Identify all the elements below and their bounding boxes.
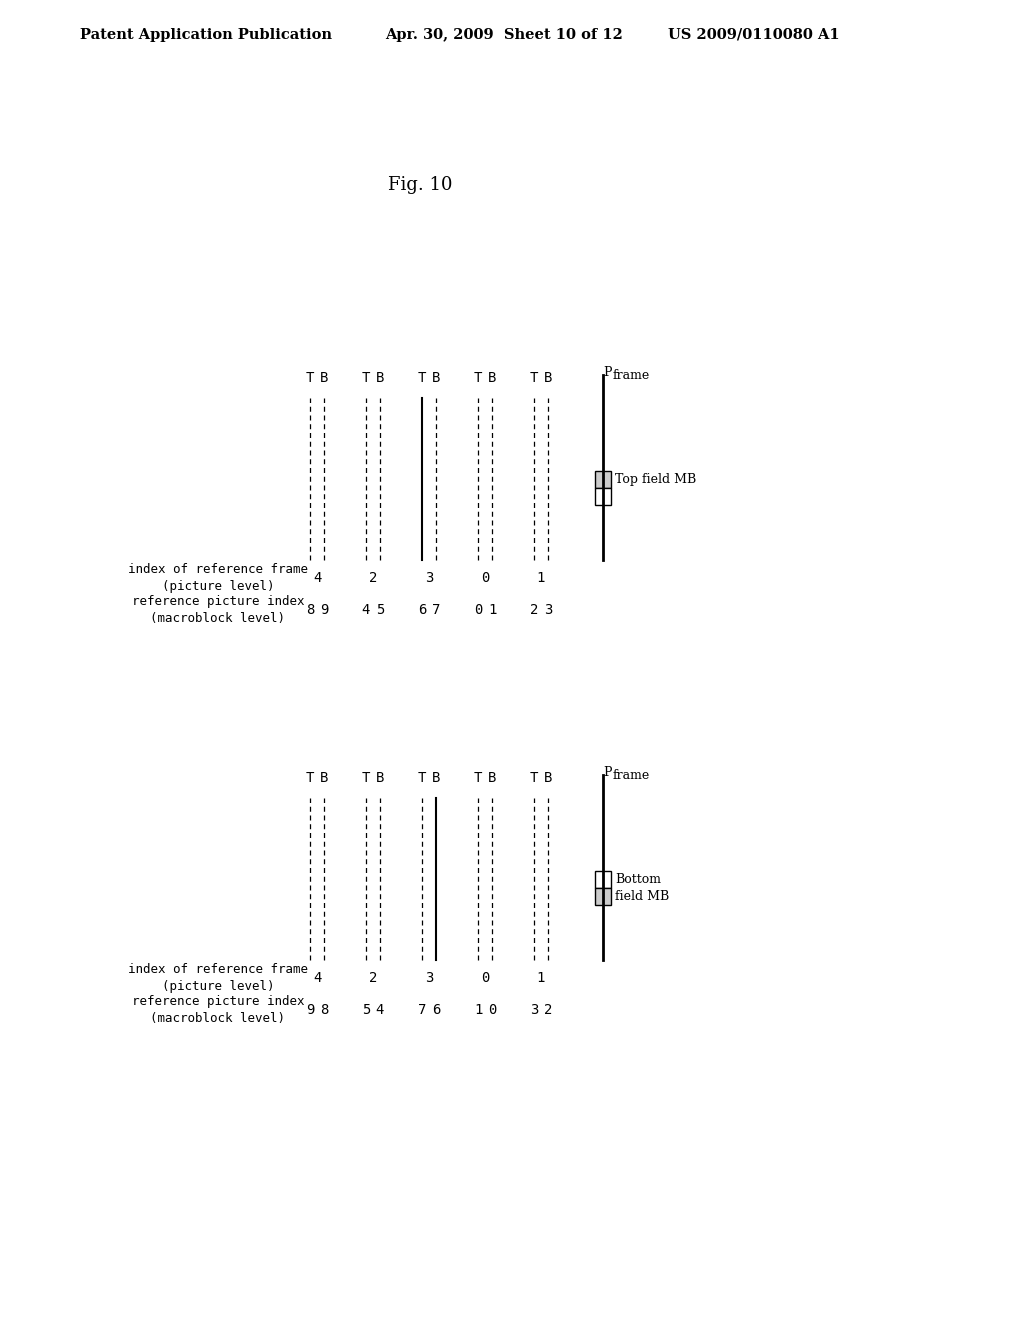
Text: 2: 2 bbox=[529, 603, 539, 616]
Text: index of reference frame
(picture level): index of reference frame (picture level) bbox=[128, 564, 308, 593]
Text: Fig. 10: Fig. 10 bbox=[388, 176, 453, 194]
Text: Patent Application Publication: Patent Application Publication bbox=[80, 28, 332, 42]
Text: T: T bbox=[474, 771, 482, 785]
Text: 0: 0 bbox=[481, 572, 489, 585]
Text: T: T bbox=[418, 771, 426, 785]
Text: B: B bbox=[319, 771, 328, 785]
Text: T: T bbox=[306, 771, 314, 785]
Text: T: T bbox=[418, 371, 426, 385]
Text: frame: frame bbox=[613, 770, 650, 781]
Text: 4: 4 bbox=[312, 972, 322, 985]
Text: 2: 2 bbox=[369, 972, 377, 985]
Text: T: T bbox=[361, 771, 371, 785]
Text: 1: 1 bbox=[537, 572, 545, 585]
Text: 7: 7 bbox=[418, 1003, 426, 1016]
Text: US 2009/0110080 A1: US 2009/0110080 A1 bbox=[668, 28, 840, 42]
Text: 6: 6 bbox=[432, 1003, 440, 1016]
Text: B: B bbox=[319, 371, 328, 385]
Text: T: T bbox=[361, 371, 371, 385]
Text: 0: 0 bbox=[487, 1003, 497, 1016]
Bar bbox=[595, 488, 611, 506]
Text: 2: 2 bbox=[369, 572, 377, 585]
Text: T: T bbox=[529, 371, 539, 385]
Text: 9: 9 bbox=[306, 1003, 314, 1016]
Text: reference picture index
(macroblock level): reference picture index (macroblock leve… bbox=[132, 595, 304, 624]
Text: 1: 1 bbox=[474, 1003, 482, 1016]
Text: B: B bbox=[487, 771, 497, 785]
Text: T: T bbox=[474, 371, 482, 385]
Text: 8: 8 bbox=[306, 603, 314, 616]
Text: B: B bbox=[432, 371, 440, 385]
Text: 3: 3 bbox=[425, 572, 433, 585]
Text: B: B bbox=[376, 771, 384, 785]
Text: 0: 0 bbox=[474, 603, 482, 616]
Text: 0: 0 bbox=[481, 972, 489, 985]
Text: P: P bbox=[603, 766, 611, 779]
Text: 2: 2 bbox=[544, 1003, 552, 1016]
Bar bbox=[595, 888, 611, 906]
Bar bbox=[595, 871, 611, 888]
Text: Apr. 30, 2009  Sheet 10 of 12: Apr. 30, 2009 Sheet 10 of 12 bbox=[385, 28, 623, 42]
Text: 3: 3 bbox=[529, 1003, 539, 1016]
Text: 1: 1 bbox=[537, 972, 545, 985]
Text: B: B bbox=[432, 771, 440, 785]
Text: 8: 8 bbox=[319, 1003, 328, 1016]
Text: 4: 4 bbox=[312, 572, 322, 585]
Text: T: T bbox=[529, 771, 539, 785]
Text: 1: 1 bbox=[487, 603, 497, 616]
Text: B: B bbox=[544, 771, 552, 785]
Text: B: B bbox=[487, 371, 497, 385]
Text: 3: 3 bbox=[425, 972, 433, 985]
Text: 5: 5 bbox=[361, 1003, 371, 1016]
Text: Top field MB: Top field MB bbox=[615, 473, 696, 486]
Bar bbox=[595, 471, 611, 488]
Text: 3: 3 bbox=[544, 603, 552, 616]
Text: Bottom: Bottom bbox=[615, 873, 662, 886]
Text: field MB: field MB bbox=[615, 890, 670, 903]
Text: T: T bbox=[306, 371, 314, 385]
Text: index of reference frame
(picture level): index of reference frame (picture level) bbox=[128, 964, 308, 993]
Text: B: B bbox=[376, 371, 384, 385]
Text: B: B bbox=[544, 371, 552, 385]
Text: 9: 9 bbox=[319, 603, 328, 616]
Text: P: P bbox=[603, 366, 611, 379]
Text: 4: 4 bbox=[361, 603, 371, 616]
Text: 4: 4 bbox=[376, 1003, 384, 1016]
Text: 5: 5 bbox=[376, 603, 384, 616]
Text: 6: 6 bbox=[418, 603, 426, 616]
Text: 7: 7 bbox=[432, 603, 440, 616]
Text: frame: frame bbox=[613, 370, 650, 381]
Text: reference picture index
(macroblock level): reference picture index (macroblock leve… bbox=[132, 995, 304, 1026]
